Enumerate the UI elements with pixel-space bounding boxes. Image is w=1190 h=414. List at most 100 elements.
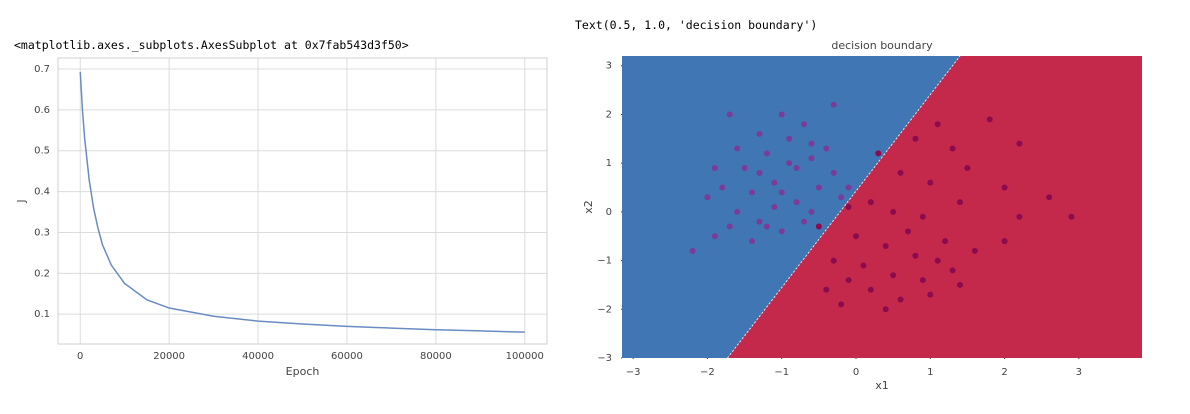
point <box>778 111 785 118</box>
x-tick-label: 2 <box>1001 367 1007 378</box>
y-tick-label: 2 <box>606 109 612 120</box>
output-text: <matplotlib.axes._subplots.AxesSubplot a… <box>14 38 409 52</box>
y-tick-label: 1 <box>606 158 612 169</box>
point <box>726 223 733 230</box>
point <box>756 169 763 176</box>
point <box>934 257 941 264</box>
y-tick-label: −3 <box>597 353 612 364</box>
point <box>801 218 807 225</box>
point <box>793 199 800 206</box>
point <box>756 130 763 137</box>
point <box>771 204 778 210</box>
point <box>1001 238 1008 245</box>
point <box>830 257 837 264</box>
point <box>763 150 770 157</box>
point <box>830 101 837 108</box>
point <box>749 189 755 196</box>
point <box>897 296 904 303</box>
region <box>622 56 960 358</box>
point <box>860 262 867 269</box>
point <box>853 233 859 240</box>
point <box>793 165 800 172</box>
point <box>867 286 874 293</box>
point <box>734 145 741 152</box>
point <box>734 208 741 215</box>
region <box>727 56 1142 358</box>
plot-frame <box>57 57 548 345</box>
point <box>756 218 763 225</box>
output-text: Text(0.5, 1.0, 'decision boundary') <box>575 18 818 32</box>
point <box>1016 213 1023 220</box>
point <box>830 169 837 176</box>
point <box>786 160 793 167</box>
point <box>808 155 815 162</box>
x-axis-label: Epoch <box>286 365 320 378</box>
point <box>882 306 889 313</box>
point <box>927 291 934 298</box>
point <box>957 281 963 288</box>
point <box>934 121 941 128</box>
point <box>704 194 711 201</box>
point <box>890 272 897 279</box>
point <box>778 228 785 235</box>
point <box>823 145 830 152</box>
point <box>957 199 963 206</box>
point <box>1001 184 1008 191</box>
point <box>711 165 718 172</box>
point <box>778 189 785 196</box>
point <box>808 208 815 215</box>
x-tick-label: 0 <box>853 367 859 378</box>
point <box>823 286 830 293</box>
point <box>689 247 696 254</box>
point <box>719 184 726 191</box>
y-tick-label: 0.2 <box>34 268 50 279</box>
point <box>726 111 733 118</box>
point <box>815 223 822 230</box>
x-tick-label: 40000 <box>242 351 274 362</box>
x-tick-label: −3 <box>626 367 641 378</box>
point <box>801 121 807 128</box>
point <box>815 184 822 191</box>
x-tick-label: 3 <box>1076 367 1082 378</box>
y-axis-label: J <box>15 199 28 203</box>
decision-boundary <box>727 55 961 359</box>
y-tick-label: 0 <box>606 207 612 218</box>
point <box>763 223 770 230</box>
point <box>749 238 755 245</box>
point <box>845 204 852 210</box>
x-tick-label: 80000 <box>420 351 452 362</box>
y-tick-label: 0.3 <box>34 227 50 238</box>
point <box>919 213 926 220</box>
y-tick-label: 0.4 <box>34 187 50 198</box>
point <box>875 150 882 157</box>
point <box>927 179 934 186</box>
y-tick-label: −2 <box>597 304 612 315</box>
point <box>1016 140 1023 147</box>
x-tick-label: 60000 <box>331 351 363 362</box>
point <box>867 199 874 206</box>
point <box>897 169 904 176</box>
point <box>741 165 748 172</box>
point <box>845 277 852 284</box>
x-tick-label: 100000 <box>506 351 544 362</box>
point <box>838 194 845 201</box>
y-tick-label: 3 <box>606 61 612 72</box>
x-tick-label: 20000 <box>153 351 185 362</box>
point <box>786 135 793 142</box>
point <box>964 165 971 172</box>
point <box>949 145 956 152</box>
point <box>845 184 852 191</box>
x-tick-label: −1 <box>774 367 789 378</box>
chart-title: decision boundary <box>831 39 933 52</box>
point <box>971 247 978 254</box>
y-tick-label: 0.7 <box>34 64 50 75</box>
point <box>905 228 911 235</box>
y-tick-label: 0.1 <box>34 309 50 320</box>
point <box>771 179 778 186</box>
y-tick-label: −1 <box>597 256 612 267</box>
line <box>79 71 525 333</box>
point <box>1046 194 1053 201</box>
point <box>838 301 845 308</box>
